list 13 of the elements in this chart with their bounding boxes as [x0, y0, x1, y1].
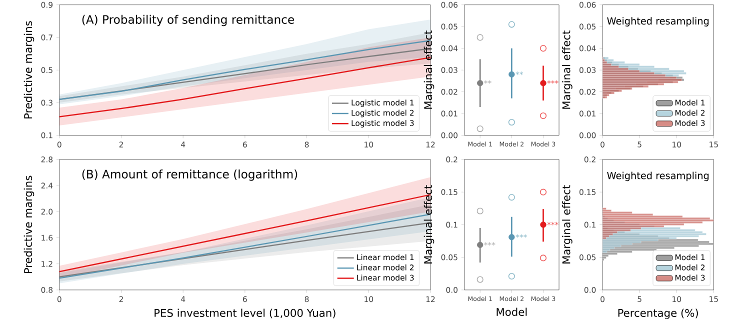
y-axis-title: Marginal effect	[562, 185, 572, 264]
y-axis-title: Predictive margins	[24, 176, 34, 274]
x-axis-title: PES investment level (1,000 Yuan)	[154, 308, 336, 318]
y-axis-title: Predictive margins	[24, 21, 34, 118]
text: Weighted resampling	[607, 172, 709, 182]
text: (A) Probability of sending remittance	[82, 14, 294, 26]
x-axis-title: Model	[496, 308, 527, 316]
y-axis-title: Marginal effect	[562, 30, 572, 109]
text: Weighted resampling	[607, 17, 709, 27]
y-axis-title: Marginal effect	[424, 185, 434, 264]
text: (B) Amount of remittance (logarithm)	[82, 170, 298, 181]
y-axis-title: Marginal effect	[424, 30, 434, 109]
x-axis-title: Percentage (%)	[618, 308, 698, 319]
